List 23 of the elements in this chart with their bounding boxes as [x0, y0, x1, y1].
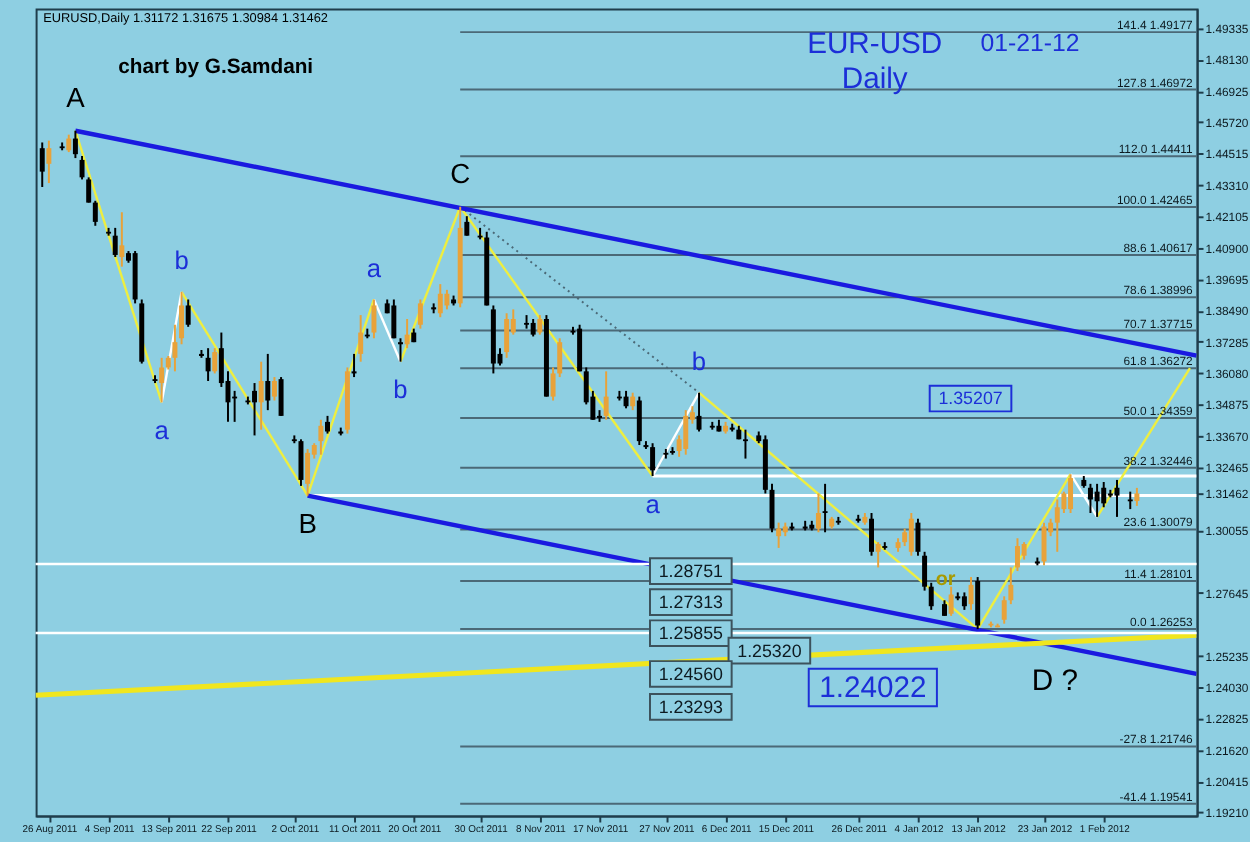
annotation: 01-21-12	[980, 29, 1080, 58]
annotation: C	[450, 157, 471, 190]
annotation: b	[691, 345, 707, 376]
annotation: 1.24022	[819, 673, 927, 706]
annotation: b	[174, 245, 189, 276]
annotation: or	[935, 568, 956, 591]
annotation: B	[298, 507, 317, 540]
text: Daily	[841, 64, 909, 97]
annotation: A	[66, 81, 87, 114]
annotation: a	[154, 414, 171, 445]
annotation: 1.28751	[658, 561, 724, 582]
annotation: 1.35207	[938, 388, 1003, 409]
text: EUR-USD	[807, 29, 943, 62]
annotation: chart by G.Samdani	[118, 56, 314, 79]
annotation: b	[393, 374, 408, 405]
annotation: 1.24560	[658, 663, 724, 684]
annotation: 1.23293	[658, 696, 724, 717]
annotation: 1.25320	[737, 640, 802, 661]
annotation: a	[366, 252, 383, 283]
annotation: 1.27313	[658, 592, 724, 613]
annotation: a	[645, 488, 662, 519]
annotation: D ?	[1031, 665, 1078, 698]
annotation: 1.25855	[658, 623, 724, 644]
